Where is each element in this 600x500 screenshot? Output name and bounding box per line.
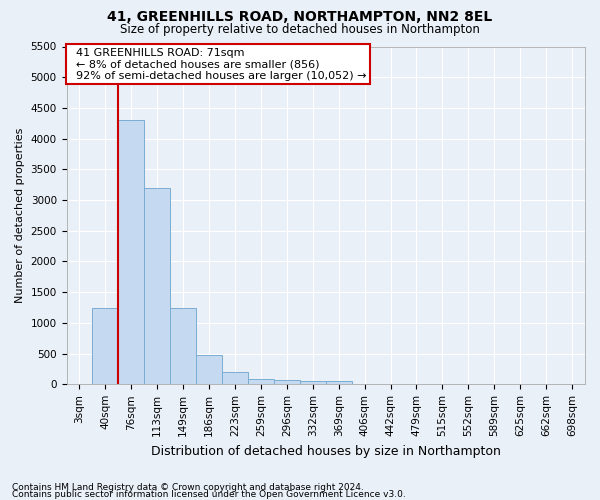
Text: Contains public sector information licensed under the Open Government Licence v3: Contains public sector information licen… — [12, 490, 406, 499]
Bar — [300, 381, 326, 384]
Text: 41, GREENHILLS ROAD, NORTHAMPTON, NN2 8EL: 41, GREENHILLS ROAD, NORTHAMPTON, NN2 8E… — [107, 10, 493, 24]
Text: Size of property relative to detached houses in Northampton: Size of property relative to detached ho… — [120, 22, 480, 36]
Bar — [222, 372, 248, 384]
Y-axis label: Number of detached properties: Number of detached properties — [15, 128, 25, 303]
Bar — [92, 308, 118, 384]
Bar — [274, 380, 300, 384]
Bar — [170, 308, 196, 384]
Bar — [118, 120, 144, 384]
Text: 41 GREENHILLS ROAD: 71sqm
  ← 8% of detached houses are smaller (856)
  92% of s: 41 GREENHILLS ROAD: 71sqm ← 8% of detach… — [69, 48, 367, 81]
X-axis label: Distribution of detached houses by size in Northampton: Distribution of detached houses by size … — [151, 444, 501, 458]
Bar — [248, 380, 274, 384]
Text: Contains HM Land Registry data © Crown copyright and database right 2024.: Contains HM Land Registry data © Crown c… — [12, 484, 364, 492]
Bar — [326, 380, 352, 384]
Bar — [144, 188, 170, 384]
Bar — [196, 356, 222, 384]
